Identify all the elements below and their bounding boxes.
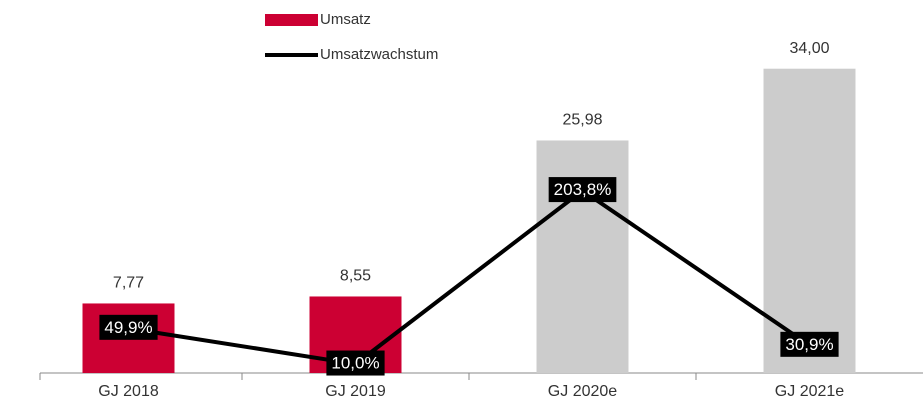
- line-value-box: [326, 350, 385, 376]
- bar: [536, 140, 629, 373]
- line-value-box: [99, 314, 158, 340]
- line-value-box: [548, 177, 617, 203]
- x-tick-label: GJ 2021e: [775, 383, 844, 400]
- line-value-box: [780, 331, 839, 357]
- line-value-label: 49,9%: [104, 318, 152, 337]
- line: [128, 188, 811, 367]
- bar-value-label: 7,77: [113, 275, 144, 292]
- line-value-label: 203,8%: [554, 180, 612, 199]
- legend-label: Umsatzwachstum: [320, 46, 438, 63]
- line-value-label: 10,0%: [331, 354, 379, 373]
- x-tick-label: GJ 2018: [98, 383, 159, 400]
- x-tick-label: GJ 2020e: [548, 383, 617, 400]
- line-value-label: 30,9%: [785, 335, 833, 354]
- bar-value-label: 25,98: [562, 112, 602, 129]
- bar: [763, 68, 856, 373]
- bar-value-label: 34,00: [789, 40, 829, 57]
- bar-value-label: 8,55: [340, 268, 371, 285]
- legend-swatch: [265, 14, 318, 26]
- x-tick-label: GJ 2019: [325, 383, 386, 400]
- legend-label: Umsatz: [320, 11, 371, 28]
